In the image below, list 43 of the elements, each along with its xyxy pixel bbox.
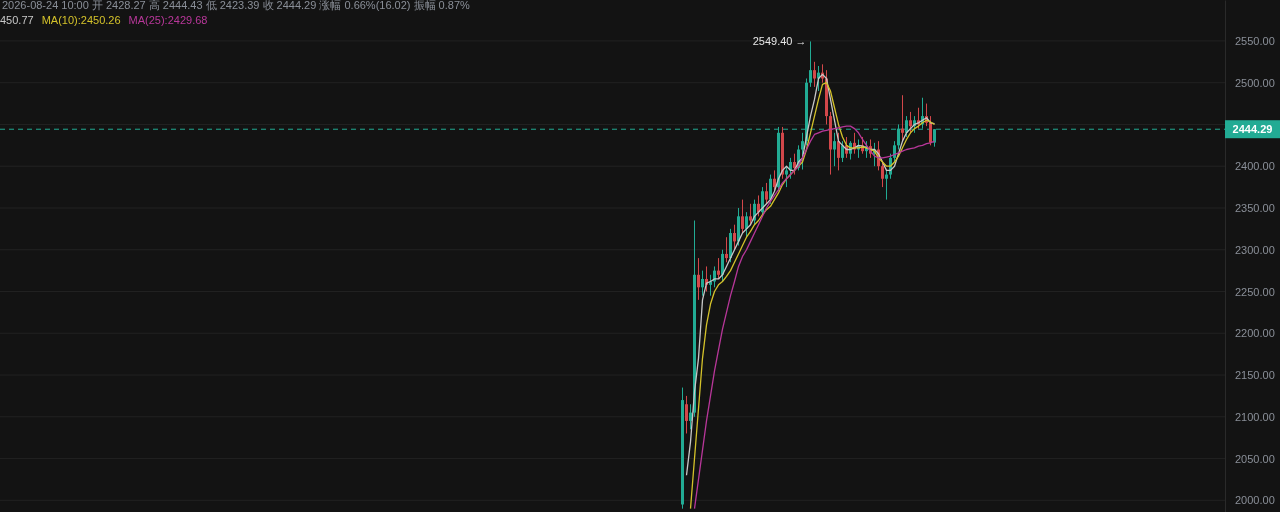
candlestick — [769, 174, 772, 205]
candlestick — [833, 132, 836, 167]
ref-line-label: 2444.29 — [1232, 123, 1273, 136]
candlestick — [901, 94, 904, 142]
y-tick-label: 2300.00 — [1235, 243, 1275, 256]
annotation: 2026-08-24 10:00 开 2428.27 高 2444.43 低 2423.39 收 2444.29 涨幅 0.66%(16.02) 振幅 0.87% — [2, 0, 471, 11]
candlestick — [741, 199, 744, 234]
y-tick-label: 2350.00 — [1235, 201, 1275, 214]
candlestick — [801, 132, 804, 171]
text: MA(25):2429.68 — [128, 14, 208, 26]
candlestick — [701, 270, 704, 297]
candlestick — [881, 161, 884, 188]
y-tick-label: 2550.00 — [1235, 34, 1275, 47]
candlestick — [813, 61, 816, 88]
y-tick-label: 2400.00 — [1235, 160, 1275, 173]
candlestick — [785, 165, 788, 188]
y-tick-label: 2250.00 — [1235, 285, 1275, 298]
candlestick — [721, 249, 724, 282]
candlestick — [749, 203, 752, 226]
y-tick-label: 2000.00 — [1235, 494, 1275, 507]
candlestick — [689, 403, 692, 430]
candlestick — [733, 224, 736, 251]
candlestick — [685, 395, 688, 434]
candlestick — [745, 211, 748, 238]
text: MA(10):2450.26 — [41, 14, 121, 26]
y-tick-label: 2200.00 — [1235, 327, 1275, 340]
candlestick — [929, 115, 932, 146]
candlestick — [697, 257, 700, 301]
candlestick — [885, 169, 888, 201]
candlestick — [809, 40, 812, 88]
text: 450.77 — [0, 14, 34, 26]
candlestick — [909, 111, 912, 134]
candlestick — [717, 257, 720, 280]
annotation: 2549.40 → — [752, 35, 807, 48]
candlestick — [841, 140, 844, 163]
candlestick — [837, 132, 840, 171]
candlestick — [765, 182, 768, 205]
y-tick-label: 2150.00 — [1235, 369, 1275, 382]
y-tick-label: 2100.00 — [1235, 410, 1275, 423]
candlestick — [725, 236, 728, 263]
y-tick-label: 2500.00 — [1235, 76, 1275, 89]
y-tick-label: 2050.00 — [1235, 452, 1275, 465]
candlestick — [793, 153, 796, 176]
